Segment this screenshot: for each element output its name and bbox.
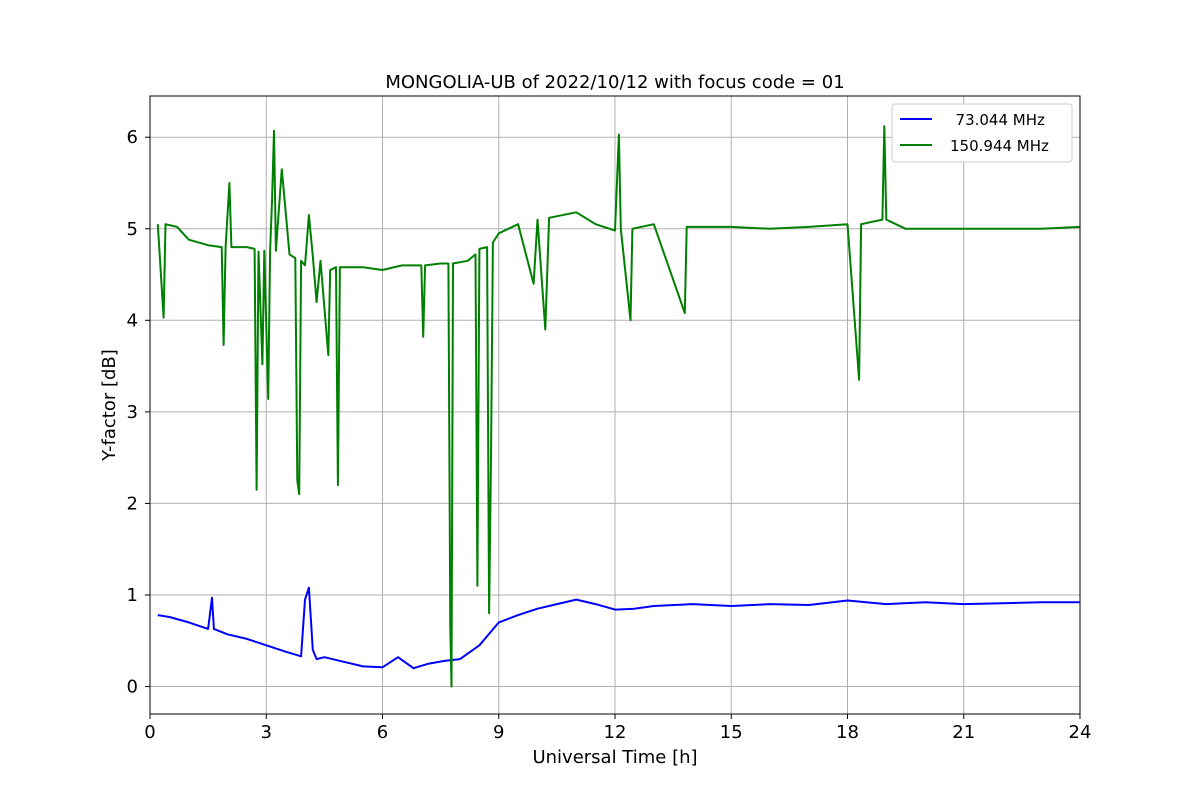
x-tick-label: 18 <box>836 722 859 743</box>
x-tick-label: 0 <box>144 722 155 743</box>
series-layer <box>156 125 1081 688</box>
x-tick-label: 3 <box>261 722 272 743</box>
x-tick-label: 24 <box>1069 722 1092 743</box>
series-line-1 <box>156 125 1081 688</box>
x-tick-label: 21 <box>952 722 975 743</box>
legend-box <box>891 103 1073 163</box>
legend-label-73mhz: 73.044 MHz <box>946 111 1045 129</box>
y-axis-label: Y-factor [dB] <box>99 349 120 462</box>
y-tick-label: 4 <box>127 310 138 331</box>
y-tick-label: 0 <box>127 677 138 698</box>
x-tick-label: 9 <box>493 722 504 743</box>
x-tick-label: 12 <box>604 722 627 743</box>
x-tick-label: 15 <box>720 722 743 743</box>
series-line-0 <box>157 586 1080 670</box>
y-tick-label: 1 <box>127 585 138 606</box>
x-tick-label: 6 <box>377 722 388 743</box>
legend-label-150mhz: 150.944 MHz <box>950 137 1049 155</box>
chart-title: MONGOLIA-UB of 2022/10/12 with focus cod… <box>385 72 844 93</box>
y-tick-label: 5 <box>127 219 138 240</box>
y-tick-label: 2 <box>127 493 138 514</box>
x-axis-label: Universal Time [h] <box>532 747 697 768</box>
legend: 73.044 MHz 150.944 MHz <box>891 103 1073 163</box>
y-tick-label: 6 <box>127 127 138 148</box>
y-tick-label: 3 <box>127 402 138 423</box>
